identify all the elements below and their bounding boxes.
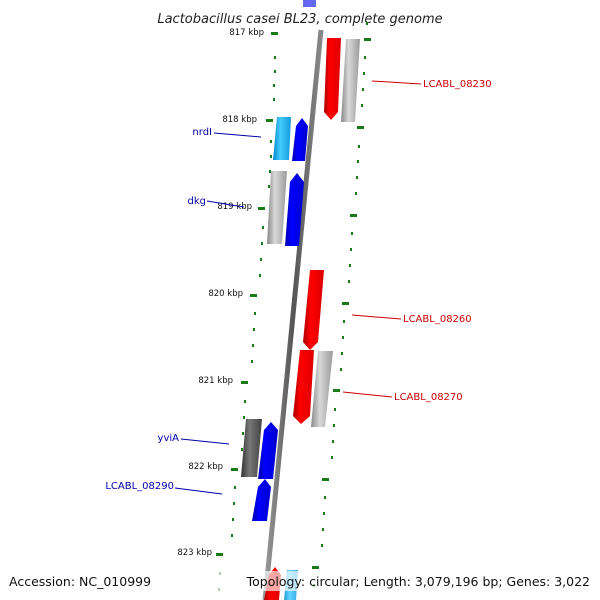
label-lcabl-08290[interactable]: LCABL_08290 <box>105 481 174 492</box>
major-tick-821 <box>241 381 248 384</box>
major-tick-818 <box>266 119 273 122</box>
leader-lcabl-08270 <box>342 391 393 398</box>
gene-lcabl-08270-arrow[interactable] <box>293 350 314 424</box>
accession-text: Accession: NC_010999 <box>9 574 151 589</box>
gene-yvia-dark[interactable] <box>241 419 262 477</box>
kbp-label-820: 820 kbp <box>208 289 243 299</box>
major-tick-822 <box>231 468 238 471</box>
kbp-label-818: 818 kbp <box>222 115 257 125</box>
leader-lcabl-08290 <box>174 487 223 495</box>
major-tick-820 <box>250 294 257 297</box>
gene-nrdi-cyan[interactable] <box>273 117 291 160</box>
kbp-label-819: 819 kbp <box>217 202 252 212</box>
gene-lcabl-08230-pseudo[interactable] <box>341 39 360 122</box>
gene-yvia-arrow[interactable] <box>258 422 278 479</box>
gene-lcabl-08230-arrow[interactable] <box>324 38 341 120</box>
major-tick-817 <box>271 32 278 35</box>
label-nrdi[interactable]: nrdI <box>192 127 212 138</box>
footer-backdrop <box>0 571 600 591</box>
major-tick-823 <box>216 553 223 556</box>
leader-dkg <box>206 200 245 208</box>
label-lcabl-08260[interactable]: LCABL_08260 <box>403 314 472 325</box>
gene-top-stub[interactable] <box>303 0 316 7</box>
gene-lcabl-08260-arrow[interactable] <box>303 270 324 350</box>
leader-lcabl-08260 <box>351 314 402 320</box>
leader-lcabl-08230 <box>371 80 422 85</box>
kbp-label-822: 822 kbp <box>188 462 223 472</box>
kbp-label-823: 823 kbp <box>177 548 212 558</box>
label-lcabl-08230[interactable]: LCABL_08230 <box>423 79 492 90</box>
label-dkg[interactable]: dkg <box>188 196 207 207</box>
gene-dkg-pseudo[interactable] <box>267 171 287 244</box>
leader-yvia <box>180 438 230 445</box>
topology-text: Topology: circular; Length: 3,079,196 bp… <box>246 574 590 589</box>
major-tick-819 <box>258 207 265 210</box>
label-yvia[interactable]: yviA <box>158 433 180 444</box>
map-title: Lactobacillus casei BL23, complete genom… <box>157 12 442 27</box>
label-lcabl-08270[interactable]: LCABL_08270 <box>394 392 463 403</box>
gene-nrdi-arrow[interactable] <box>292 118 308 161</box>
gene-dkg-arrow[interactable] <box>285 173 304 246</box>
kbp-label-821: 821 kbp <box>198 376 233 386</box>
gene-lcabl-08290-arrow[interactable] <box>252 479 271 521</box>
gene-lcabl-08270-pseudo[interactable] <box>311 351 333 427</box>
leader-nrdi <box>213 132 262 138</box>
kbp-label-817: 817 kbp <box>229 28 264 38</box>
genome-backbone <box>262 29 324 600</box>
